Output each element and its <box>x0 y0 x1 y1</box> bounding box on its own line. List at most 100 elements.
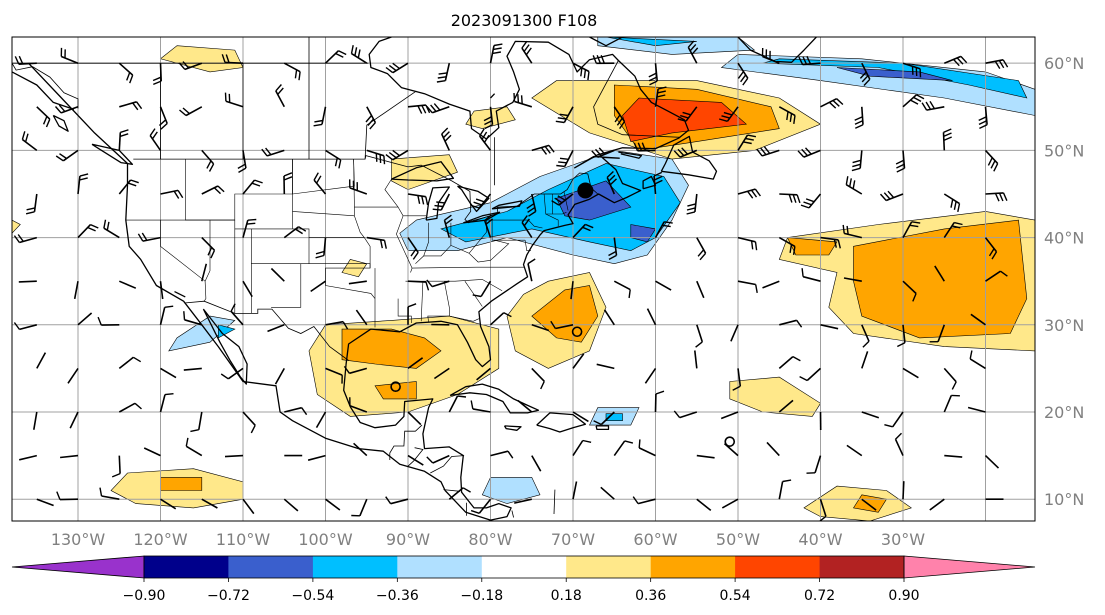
wind-barb-shaft <box>555 324 574 330</box>
wind-barb-feather <box>799 375 808 382</box>
wind-barb-shaft <box>778 355 794 370</box>
coastline-cuba <box>449 383 540 414</box>
wind-barb <box>325 367 343 384</box>
wind-barb-shaft <box>596 363 615 370</box>
wind-barb-shaft <box>937 324 946 342</box>
wind-barb <box>592 55 615 65</box>
longitude-label: 90°W <box>386 530 430 549</box>
wind-barb-feather <box>559 157 569 160</box>
wind-barb-feather <box>756 148 763 157</box>
wind-barb-shaft <box>480 280 492 297</box>
wind-barb <box>591 147 615 158</box>
wind-barb-shaft <box>118 132 122 151</box>
wind-barb-feather <box>206 160 212 169</box>
wind-barb <box>531 367 545 390</box>
wind-barb <box>77 173 89 195</box>
wind-barb-shaft <box>283 226 300 239</box>
wind-barb-feather <box>315 254 325 259</box>
coastline-baja-gulf <box>202 308 248 385</box>
wind-barb-feather <box>441 127 449 135</box>
wind-barb <box>73 281 79 300</box>
wind-barb-feather <box>956 57 964 65</box>
wind-barb <box>118 280 137 289</box>
wind-barb-shaft <box>926 106 945 111</box>
wind-barb-feather <box>421 195 425 205</box>
wind-barb <box>572 223 594 239</box>
wind-barb-feather <box>462 487 471 493</box>
wind-barb-shaft <box>985 59 1004 64</box>
wind-barb <box>646 308 657 326</box>
wind-barb-shaft <box>483 220 492 238</box>
wind-barb <box>77 223 99 239</box>
wind-barb-feather <box>425 281 430 291</box>
wind-barb-shaft <box>685 106 698 122</box>
wind-barb-shaft <box>325 367 343 376</box>
wind-barb <box>221 54 244 64</box>
wind-barb-shaft <box>943 193 960 205</box>
wind-barb <box>654 390 665 413</box>
wind-barb-feather <box>265 147 272 156</box>
wind-barb <box>756 146 780 157</box>
wind-barb <box>440 127 452 151</box>
wind-barb-shaft <box>687 46 698 64</box>
wind-barb-shaft <box>325 498 341 511</box>
wind-barb-feather <box>210 250 216 259</box>
wind-barb-feather <box>608 250 617 257</box>
wind-barb <box>99 487 120 500</box>
wind-barb-feather <box>79 177 88 181</box>
wind-barb-shaft <box>201 237 216 251</box>
wind-barb-shaft <box>762 55 780 64</box>
wind-barb <box>25 193 38 215</box>
wind-barb-feather <box>859 71 867 79</box>
border-us-canada <box>133 155 599 224</box>
wind-barb-shaft <box>969 358 986 370</box>
wind-barb <box>593 411 615 426</box>
wind-barb-shaft <box>885 193 904 202</box>
wind-barb-shaft <box>600 486 615 500</box>
wind-barb-shaft <box>844 232 862 239</box>
wind-barb-shaft <box>892 411 904 428</box>
wind-barb <box>353 442 368 457</box>
wind-barb-feather <box>686 211 696 215</box>
wind-barb <box>349 179 368 195</box>
storm-center-filled-marker <box>577 182 594 199</box>
wind-barb <box>820 97 844 109</box>
wind-barb-shaft <box>242 280 253 298</box>
wind-barb-shaft <box>606 177 616 195</box>
wind-barb <box>648 63 658 86</box>
wind-barb-feather <box>806 55 812 65</box>
wind-barb <box>283 62 301 81</box>
wind-barb <box>572 439 592 457</box>
wind-barb-shaft <box>407 357 424 370</box>
wind-barb-feather <box>164 305 174 308</box>
wind-barb-feather <box>383 155 386 165</box>
wind-barb <box>653 171 663 195</box>
wind-barb <box>694 350 698 369</box>
wind-barb-feather <box>178 62 186 70</box>
wind-barb-shaft <box>761 149 780 157</box>
wind-barb <box>644 367 657 384</box>
wind-barb-feather <box>173 190 180 199</box>
wind-barb-feather <box>788 194 793 203</box>
wind-barb <box>654 86 667 107</box>
wind-barb-shaft <box>737 62 749 79</box>
wind-barb-shaft <box>694 350 698 369</box>
wind-barb <box>483 106 494 130</box>
wind-barb-feather <box>673 150 681 158</box>
wind-barb-feather <box>743 141 752 145</box>
wind-barb <box>201 263 208 282</box>
wind-barb-feather <box>792 355 801 362</box>
state-line <box>203 220 211 302</box>
wind-barb-feather <box>445 218 453 225</box>
wind-barb <box>737 188 761 199</box>
wind-barb-shaft <box>802 275 821 282</box>
wind-barb-feather <box>951 381 957 390</box>
wind-barb-feather <box>13 235 20 243</box>
wind-barb-feather <box>600 55 605 64</box>
wind-barb <box>407 411 422 426</box>
storm-markers-layer <box>390 182 736 447</box>
wind-barb-feather <box>556 164 565 168</box>
latitude-labels: 60°N 50°N 40°N 30°N 20°N 10°N <box>1044 54 1084 509</box>
colorbar-tick-label: −0.36 <box>376 588 419 604</box>
wind-barb-feather <box>412 251 419 260</box>
